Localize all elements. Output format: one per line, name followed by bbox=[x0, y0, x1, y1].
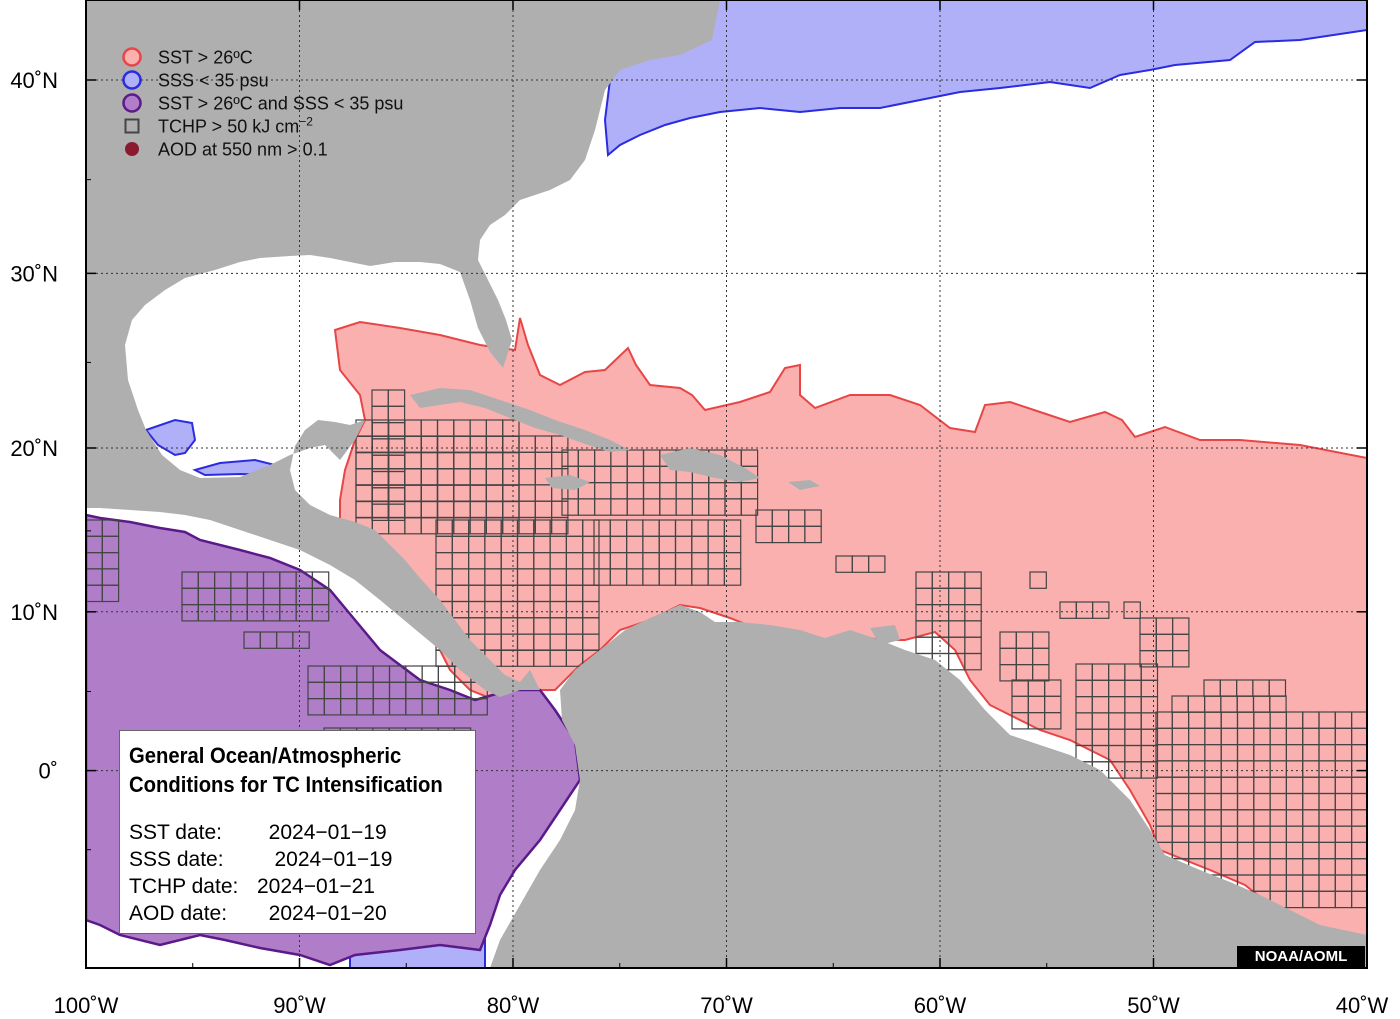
y-axis: 40˚N 30˚N 20˚N 10˚N 0˚ bbox=[10, 68, 1367, 851]
y-tick-label: 10˚N bbox=[10, 600, 58, 625]
tchp-cell bbox=[1350, 890, 1367, 909]
land-puerto-rico bbox=[788, 480, 820, 490]
legend-label: TCHP > 50 kJ cm−2 bbox=[158, 115, 313, 137]
legend-swatch bbox=[124, 118, 140, 134]
sst-region-atlantic bbox=[333, 317, 1367, 968]
tchp-cell bbox=[723, 568, 742, 586]
info-row-key: TCHP date: bbox=[129, 875, 239, 898]
land bbox=[86, 0, 1367, 968]
credit-badge: NOAA/AOML bbox=[1237, 946, 1365, 968]
x-tick-label: 90˚W bbox=[273, 993, 326, 1018]
x-tick-label: 100˚W bbox=[54, 993, 119, 1018]
x-tick-label: 40˚W bbox=[1336, 993, 1389, 1018]
tchp-cell bbox=[1043, 711, 1062, 730]
tchp-cell bbox=[550, 516, 569, 535]
info-row-value: 2024−01−21 bbox=[257, 875, 375, 898]
legend: SST > 26ºC SSS < 35 psu SST > 26ºC and SSS… bbox=[122, 47, 403, 160]
y-tick-label: 0˚ bbox=[38, 759, 58, 784]
x-tick-label: 60˚W bbox=[914, 993, 967, 1018]
info-row-key: SST date: bbox=[129, 821, 223, 844]
x-tick-label: 80˚W bbox=[487, 993, 540, 1018]
legend-label: SST > 26ºC bbox=[158, 48, 253, 68]
tchp-cell bbox=[101, 584, 120, 603]
land-jamaica bbox=[545, 475, 590, 490]
land-cuba bbox=[410, 388, 630, 452]
tchp-cell bbox=[470, 697, 488, 716]
info-row-value: 2024−01−20 bbox=[257, 902, 387, 925]
info-row-tchp: TCHP date: 2024−01−21 bbox=[129, 873, 465, 900]
tchp-cell bbox=[1031, 663, 1050, 682]
sss-region-gulf-yucatan bbox=[144, 418, 197, 457]
legend-swatch bbox=[125, 142, 139, 156]
legend-swatch bbox=[122, 93, 142, 113]
y-tick-label: 20˚N bbox=[10, 436, 58, 461]
tchp-cell bbox=[1029, 571, 1047, 589]
info-row-value: 2024−01−19 bbox=[257, 848, 393, 871]
legend-label-superscript: −2 bbox=[299, 115, 313, 129]
land-hispaniola bbox=[660, 448, 760, 482]
x-tick-label: 70˚W bbox=[700, 993, 753, 1018]
y-tick-label: 40˚N bbox=[10, 68, 58, 93]
x-axis: 100˚W 90˚W 80˚W 70˚W 60˚W 50˚W 40˚W bbox=[54, 0, 1389, 1018]
tchp-cell bbox=[1140, 761, 1159, 779]
info-row-sst: SST date: 2024−01−19 bbox=[129, 819, 465, 846]
tchp-cell bbox=[1171, 649, 1190, 668]
info-row-value: 2024−01−19 bbox=[257, 821, 387, 844]
land-south-america bbox=[490, 605, 1367, 968]
info-title-line1: General Ocean/Atmospheric bbox=[129, 743, 402, 768]
info-panel: General Ocean/Atmospheric Conditions for… bbox=[119, 730, 476, 934]
info-row-aod: AOD date: 2024−01−20 bbox=[129, 900, 465, 927]
legend-label: AOD at 550 nm > 0.1 bbox=[158, 140, 328, 160]
info-title-line2: Conditions for TC Intensification bbox=[129, 772, 443, 797]
info-rows: SST date: 2024−01−19 SSS date: 2024−01−1… bbox=[129, 819, 465, 927]
legend-swatch bbox=[122, 70, 142, 90]
info-row-sss: SSS date: 2024−01−19 bbox=[129, 846, 465, 873]
land-trinidad bbox=[870, 625, 900, 645]
legend-label: SST > 26ºC and SSS < 35 psu bbox=[158, 94, 403, 114]
tchp-cell bbox=[740, 498, 759, 516]
tchp-cell bbox=[311, 603, 330, 622]
info-row-key: AOD date: bbox=[129, 902, 228, 925]
x-tick-label: 50˚W bbox=[1127, 993, 1180, 1018]
tchp-cell bbox=[964, 652, 982, 671]
legend-label: SSS < 35 psu bbox=[158, 71, 269, 91]
tchp-cell bbox=[804, 525, 822, 544]
tchp-cell bbox=[1268, 679, 1287, 697]
land-north-america bbox=[86, 0, 720, 697]
tchp-cell bbox=[292, 631, 310, 649]
tchp-cell bbox=[1123, 601, 1141, 619]
tchp-cell bbox=[867, 555, 886, 573]
sss-region-north-atlantic bbox=[599, 0, 1367, 157]
tchp-grid bbox=[86, 389, 1367, 909]
legend-swatch bbox=[122, 47, 142, 67]
y-tick-label: 30˚N bbox=[10, 261, 58, 286]
info-row-key: SSS date: bbox=[129, 848, 224, 871]
tchp-cell bbox=[1091, 601, 1110, 619]
